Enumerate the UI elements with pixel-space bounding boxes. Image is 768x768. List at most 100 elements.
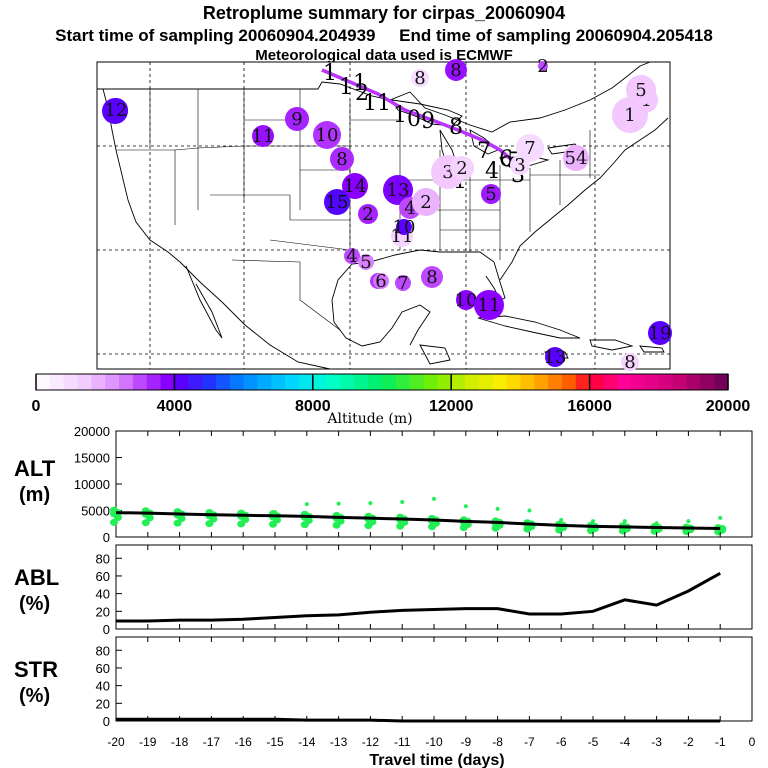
map-frame	[96, 61, 671, 370]
colorbar-swatch	[644, 374, 660, 390]
x-tick-label: -2	[683, 735, 694, 749]
map-marker	[396, 219, 412, 235]
x-tick-label: -4	[619, 735, 630, 749]
colorbar-swatch	[119, 374, 134, 390]
map-marker-label: 2	[537, 56, 548, 77]
map-marker-label: 7	[397, 273, 408, 294]
alt-y-tick-label: 10000	[74, 477, 110, 492]
alt-point-high	[304, 502, 309, 507]
alt-y-tick-label: 20000	[74, 424, 110, 439]
colorbar-swatch	[257, 374, 272, 390]
met-data-note: Meteorological data used is ECMWF	[255, 47, 513, 64]
colorbar-swatch	[409, 374, 425, 390]
x-tick-label: -20	[107, 735, 125, 749]
track-label: 1	[363, 91, 377, 116]
colorbar-swatch	[561, 374, 577, 390]
abl-panel: ABL (%) 0 20 40 60 80	[14, 544, 753, 637]
abl-y-tick-label: 60	[96, 569, 110, 584]
alt-y-tick-label: 5000	[81, 504, 110, 519]
colorbar-tick-label: 4000	[157, 398, 193, 415]
map-marker	[538, 61, 548, 71]
alt-point-high	[622, 519, 627, 524]
map-marker	[621, 353, 639, 371]
map-marker-label: 8	[336, 149, 347, 170]
colorbar-swatch	[91, 374, 106, 390]
colorbar-swatch	[506, 374, 521, 390]
time-series-panels: ALT (m) 0 5000 10000 15000 20000 ABL (%) 0 20…	[14, 424, 756, 768]
map-markers: 1211910881415134232561110456781011121319…	[102, 56, 672, 373]
map-marker	[285, 107, 309, 131]
map-marker	[344, 248, 360, 264]
colorbar-swatch	[437, 374, 452, 390]
colorbar-swatch	[243, 374, 259, 390]
colorbar-swatch	[686, 374, 701, 390]
map-marker-label: 2	[456, 158, 467, 179]
x-tick-label: -7	[524, 735, 535, 749]
x-axis-label: Travel time (days)	[369, 752, 504, 768]
map-marker-label: 4	[404, 198, 415, 219]
abl-y-tick-label: 0	[103, 622, 110, 637]
colorbar-swatch	[534, 374, 549, 390]
map-marker-label: 5	[635, 80, 646, 101]
colorbar-swatch	[714, 374, 729, 390]
colorbar-swatch	[423, 374, 438, 390]
track-label: 7	[477, 139, 491, 164]
abl-frame	[115, 544, 753, 630]
map-marker-label: 11	[252, 126, 275, 147]
x-tick-label: -9	[460, 735, 471, 749]
x-tick-label: -13	[330, 735, 348, 749]
alt-point-high	[400, 500, 405, 505]
colorbar-swatch	[285, 374, 300, 390]
track-label: 4	[485, 159, 499, 184]
colorbar-tick-label: 8000	[295, 398, 331, 415]
x-axis-ticks: -20 -19 -18 -17 -16 -15 -14 -13 -12 -11 -10 -9 -8 -7-…	[107, 431, 756, 749]
map-marker	[456, 290, 476, 310]
track-label: 1	[339, 75, 353, 100]
map-marker-label: 5	[360, 252, 371, 273]
x-tick-label: -5	[588, 735, 599, 749]
map-marker	[421, 266, 443, 288]
map-marker-label: 5	[485, 184, 496, 205]
alt-points	[110, 496, 727, 536]
colorbar-swatch	[658, 374, 674, 390]
alt-point-high	[336, 501, 341, 506]
map-marker	[412, 188, 440, 216]
map-marker-label: 8	[414, 68, 425, 89]
map-marker	[358, 254, 374, 270]
map-marker	[516, 134, 544, 162]
x-tick-label: -1	[715, 735, 726, 749]
map-marker	[445, 59, 467, 81]
colorbar-swatch	[63, 374, 79, 390]
abl-ylabel-unit: (%)	[19, 593, 50, 615]
colorbar-swatch	[77, 374, 92, 390]
map-marker	[395, 275, 411, 291]
alt-point-high	[686, 519, 691, 524]
colorbar-swatch	[548, 374, 563, 390]
x-tick-label: -3	[651, 735, 662, 749]
alt-point-high	[718, 515, 723, 520]
abl-y-tick-label: 20	[96, 604, 110, 619]
colorbar-swatch	[631, 374, 646, 390]
x-tick-label: -10	[425, 735, 443, 749]
x-tick-label: -14	[298, 735, 316, 749]
track-label: 1	[353, 71, 367, 96]
str-panel: STR (%) 0 20 40 60 80	[14, 636, 753, 729]
colorbar-swatch	[49, 374, 65, 390]
colorbar-swatch	[395, 374, 411, 390]
map-marker-label: 13	[387, 180, 410, 201]
abl-y-tick-label: 80	[96, 551, 110, 566]
colorbar-xlabel: Altitude (m)	[326, 411, 412, 427]
x-tick-label: -16	[235, 735, 253, 749]
x-tick-label: -12	[362, 735, 380, 749]
track-label: 1	[323, 61, 337, 86]
colorbar-swatch	[340, 374, 355, 390]
alt-y-tick-label: 0	[103, 530, 110, 545]
track-label: 8	[449, 115, 463, 140]
alt-point-high	[495, 506, 500, 511]
map-marker	[383, 175, 413, 205]
str-y-tick-label: 40	[96, 679, 110, 694]
map-marker	[626, 75, 656, 105]
colorbar-tick-label: 0	[32, 398, 41, 415]
map-marker-label: 7	[524, 138, 535, 159]
